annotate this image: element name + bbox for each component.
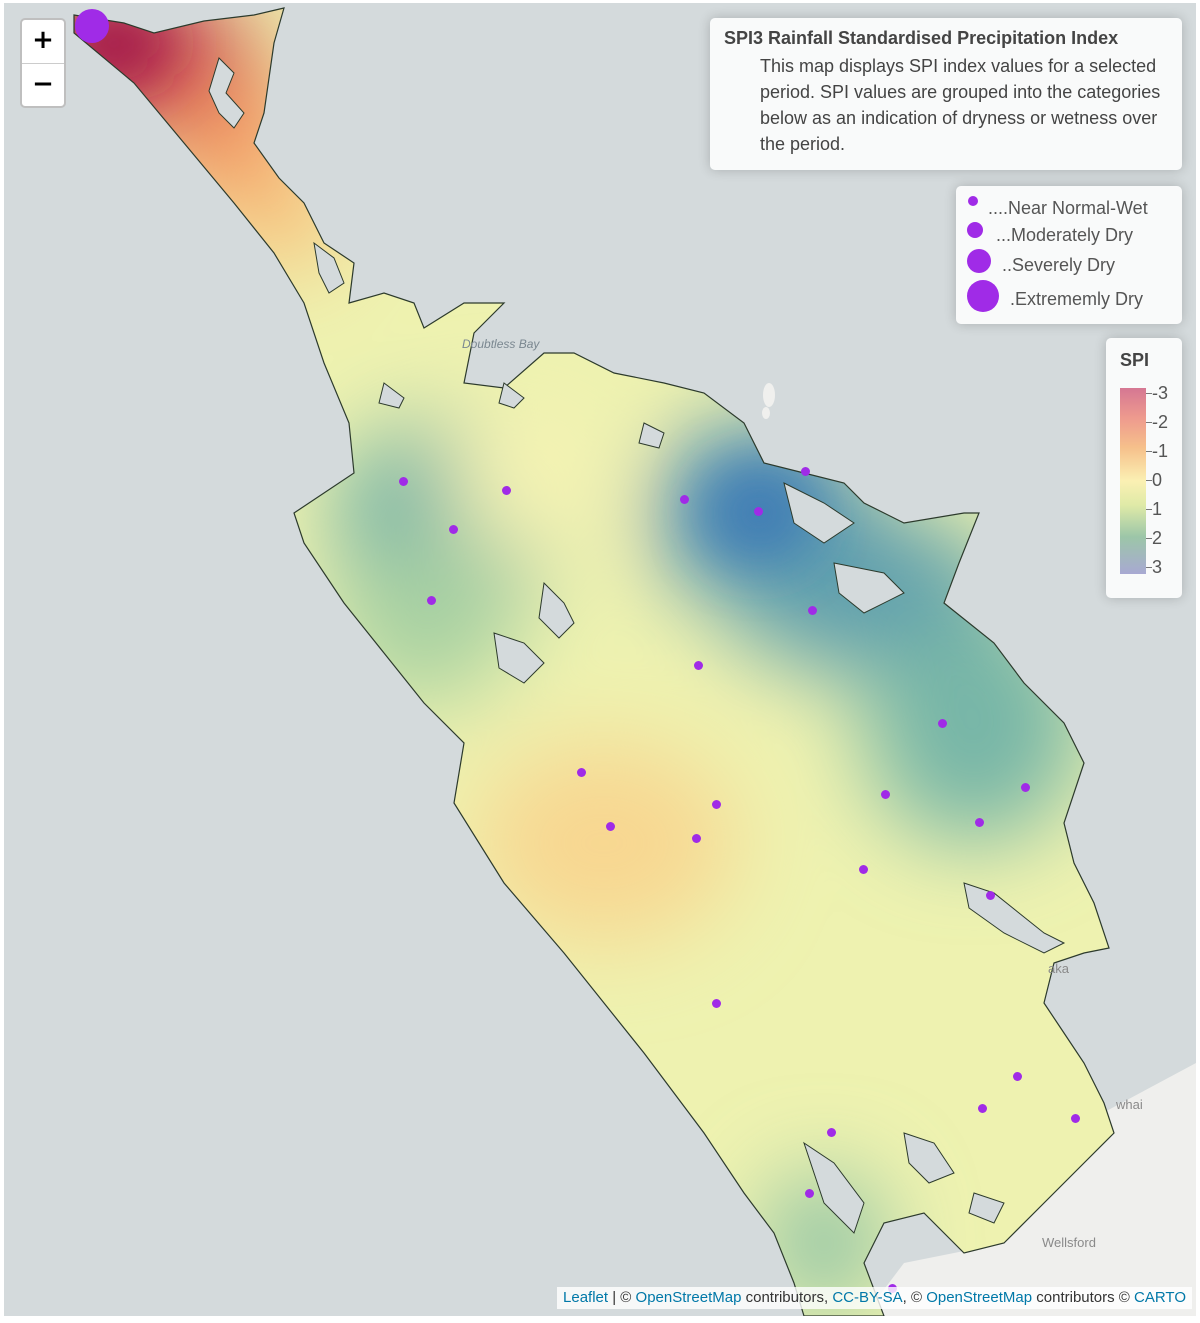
attribution-contrib1: contributors, xyxy=(741,1289,833,1306)
color-legend-tick-label: -1 xyxy=(1152,441,1169,461)
cc-by-sa-link[interactable]: CC-BY-SA xyxy=(832,1289,903,1306)
size-legend-label-near-normal: ....Near Normal-Wet xyxy=(988,198,1148,218)
station-point[interactable] xyxy=(679,494,689,504)
color-legend-tick-mark xyxy=(1146,538,1152,539)
station-point[interactable] xyxy=(605,821,615,831)
station-point[interactable] xyxy=(880,789,890,799)
station-point[interactable] xyxy=(858,864,868,874)
land-outside xyxy=(864,1063,1196,1316)
zoom-control: + − xyxy=(20,18,66,108)
color-legend-tick-label: -3 xyxy=(1152,383,1169,403)
map-canvas xyxy=(73,7,1196,1316)
station-point[interactable] xyxy=(576,767,586,777)
station-point[interactable] xyxy=(501,485,511,495)
map-container[interactable]: Doubtless Bay Wellsford aka whai + − SPI… xyxy=(4,3,1196,1316)
zoom-in-button[interactable]: + xyxy=(22,20,64,64)
station-point[interactable] xyxy=(985,890,995,900)
osm-link-2[interactable]: OpenStreetMap xyxy=(926,1289,1033,1306)
color-legend-tick-mark xyxy=(1146,422,1152,423)
station-point[interactable] xyxy=(426,595,436,605)
place-label-doubtless-bay: Doubtless Bay xyxy=(462,337,540,351)
size-legend-dot-severe xyxy=(967,249,991,273)
color-legend-tick-mark xyxy=(1146,451,1152,452)
size-legend-dot-moderate xyxy=(967,222,983,238)
size-legend-dot-small xyxy=(968,196,978,206)
color-legend-title: SPI xyxy=(1120,350,1150,370)
color-legend-tick-mark xyxy=(1146,509,1152,510)
station-point[interactable] xyxy=(1070,1113,1080,1123)
station-point[interactable] xyxy=(753,506,763,516)
attribution-contrib2: contributors © xyxy=(1032,1289,1135,1306)
attribution-sep1: | © xyxy=(608,1289,636,1306)
place-label-wellsford: Wellsford xyxy=(1042,1235,1096,1250)
size-legend-label-extremely-dry: .Extrememly Dry xyxy=(1010,289,1144,309)
size-legend-label-moderately-dry: ...Moderately Dry xyxy=(996,225,1134,245)
station-point[interactable] xyxy=(448,524,458,534)
color-legend-tick-label: 2 xyxy=(1152,528,1163,548)
attribution: Leaflet | © OpenStreetMap contributors, … xyxy=(557,1287,1192,1309)
station-point[interactable] xyxy=(1012,1071,1022,1081)
zoom-out-button[interactable]: − xyxy=(32,69,54,99)
size-legend-label-severely-dry: ..Severely Dry xyxy=(1002,255,1116,275)
station-point[interactable] xyxy=(826,1127,836,1137)
station-point[interactable] xyxy=(807,605,817,615)
islands xyxy=(762,383,775,419)
station-point[interactable] xyxy=(977,1103,987,1113)
station-point[interactable] xyxy=(1020,782,1030,792)
attribution-sep2: , © xyxy=(902,1289,927,1306)
color-legend-ramp xyxy=(1120,388,1146,574)
station-point[interactable] xyxy=(974,817,984,827)
carto-link[interactable]: CARTO xyxy=(1134,1289,1186,1306)
info-title: SPI3 Rainfall Standardised Precipitation… xyxy=(724,28,1119,48)
color-legend-tick-label: 1 xyxy=(1152,499,1163,519)
color-legend-tick-mark xyxy=(1146,393,1152,394)
station-point[interactable] xyxy=(691,833,701,843)
station-point[interactable] xyxy=(804,1188,814,1198)
color-legend-tick-mark xyxy=(1146,480,1152,481)
color-legend-tick-label: -2 xyxy=(1152,412,1169,432)
station-point[interactable] xyxy=(398,476,408,486)
station-point[interactable] xyxy=(693,660,703,670)
place-label-whai: whai xyxy=(1116,1097,1143,1112)
info-description: This map displays SPI index values for a… xyxy=(760,56,1161,154)
station-point[interactable] xyxy=(75,9,109,43)
color-legend: SPI -3 -2 -1 0 1 2 3 xyxy=(1106,338,1182,598)
color-legend-tick-mark xyxy=(1146,567,1152,568)
inlets xyxy=(208,57,1066,1234)
info-panel: SPI3 Rainfall Standardised Precipitation… xyxy=(710,18,1182,170)
station-point[interactable] xyxy=(711,799,721,809)
size-legend: ....Near Normal-Wet ...Moderately Dry ..… xyxy=(956,186,1182,324)
color-legend-tick-label: 3 xyxy=(1152,557,1163,577)
leaflet-link[interactable]: Leaflet xyxy=(563,1289,609,1306)
place-label-aka: aka xyxy=(1048,961,1069,976)
osm-link-1[interactable]: OpenStreetMap xyxy=(635,1289,742,1306)
station-point[interactable] xyxy=(711,998,721,1008)
station-point[interactable] xyxy=(937,718,947,728)
station-point[interactable] xyxy=(800,466,810,476)
color-legend-tick-label: 0 xyxy=(1152,470,1163,490)
size-legend-dot-extreme xyxy=(967,280,999,312)
